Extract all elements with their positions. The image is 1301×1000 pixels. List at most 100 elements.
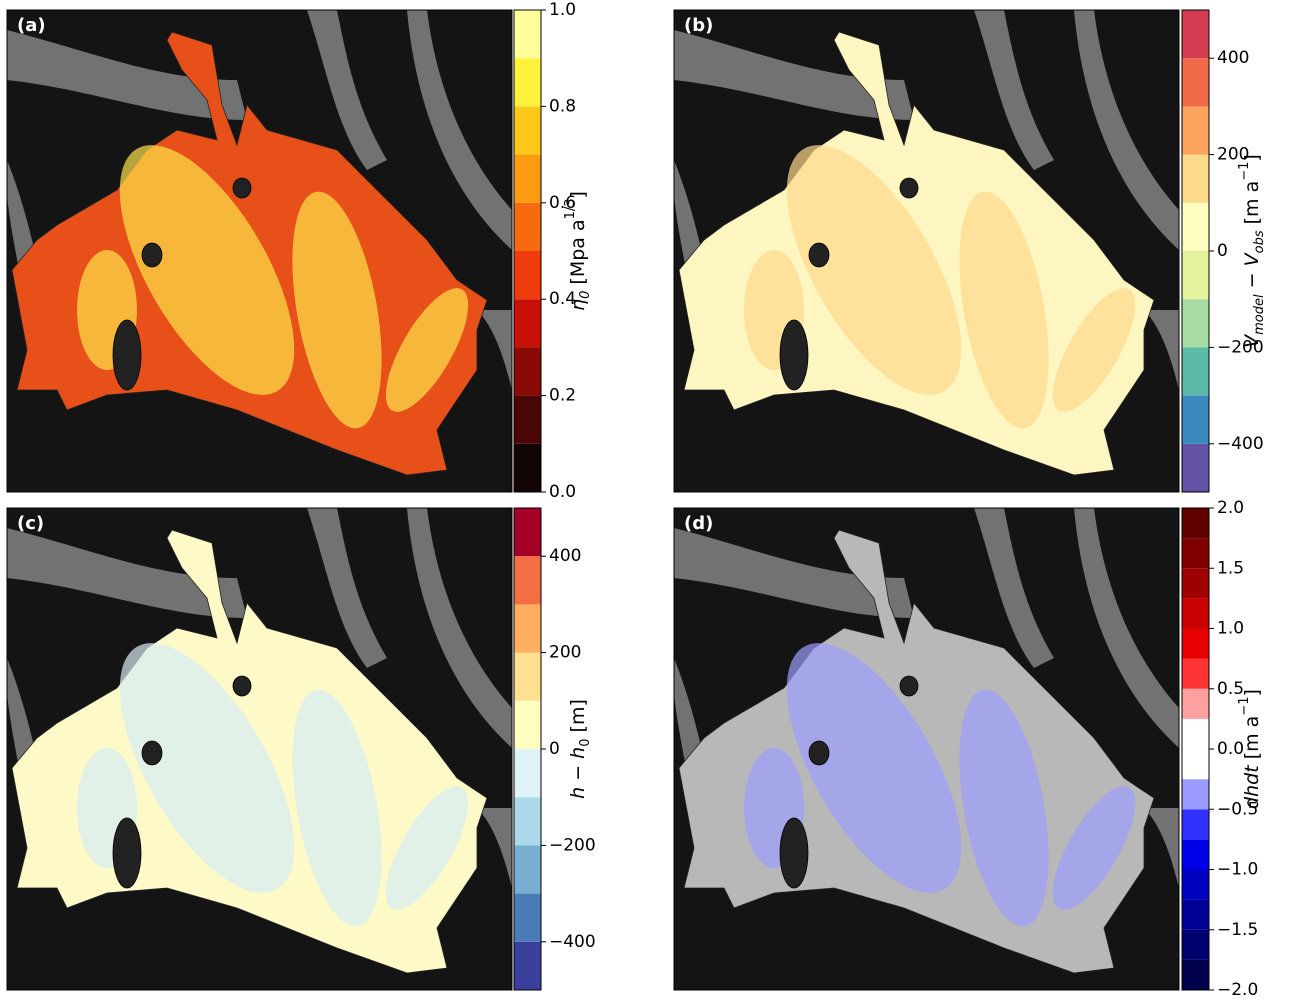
colorbar-band [514,749,541,797]
panel: (c) [7,508,512,990]
colorbar-band [1182,659,1209,689]
colorbar-band [514,797,541,845]
colorbar-band [514,604,541,652]
colorbar-band [514,396,541,444]
nunatak [809,741,829,765]
colorbar-band [1182,930,1209,960]
figure: (a)0.00.20.40.60.81.0η0 [Mpa a1/3](b)−40… [0,0,1301,1000]
colorbar-band [1182,299,1209,347]
nunatak [142,243,162,267]
panel-label: (b) [684,15,713,36]
nunatak [780,818,808,888]
colorbar-band [1182,779,1209,809]
colorbar-title-part: dhdt [1241,764,1263,809]
colorbar-band [514,444,541,492]
colorbar-title-part: −1 [1237,696,1252,715]
colorbar-title-part: h [567,747,589,759]
colorbar-band [514,106,541,154]
colorbar-band [514,556,541,604]
colorbar-tick-label: 0.0 [549,482,576,502]
colorbar-tick-label: −1.0 [1217,860,1258,880]
nunatak [233,676,251,696]
panel: (b) [674,10,1179,492]
colorbar-band [1182,106,1209,154]
colorbar-band [1182,538,1209,568]
colorbar-band [514,10,541,58]
panel-label: (c) [17,513,44,534]
colorbar-band [1182,960,1209,990]
colorbar-title: dhdt [m a−1] [1237,689,1263,809]
colorbar-title-part: obs [1252,230,1267,253]
colorbar-title-part: − [1241,266,1263,294]
colorbar-band [514,155,541,203]
colorbar-band [1182,155,1209,203]
colorbar-title: h − h0 [m] [567,699,594,799]
colorbar-tick-label: −2.0 [1217,980,1258,1000]
colorbar-band [1182,870,1209,900]
colorbar-band [1182,58,1209,106]
colorbar-title-part: ] [567,191,589,198]
colorbar-title-part: 1/3 [563,198,578,219]
colorbar-band [1182,689,1209,719]
colorbar-tick-label: 0.8 [549,96,576,116]
nunatak [780,320,808,390]
colorbar-title-part: h [567,787,589,799]
colorbar-band [1182,629,1209,659]
colorbar-band [514,653,541,701]
colorbar-tick-label: −1.5 [1217,920,1258,940]
panel-label: (a) [17,15,46,36]
colorbar-band [514,508,541,556]
colorbar-title-part: [m] [567,699,589,738]
colorbar-band [1182,347,1209,395]
colorbar-title-part: ] [1241,154,1263,161]
nunatak [142,741,162,765]
colorbar-band [514,894,541,942]
colorbar-tick-label: −400 [1217,434,1264,454]
panel: (d) [674,508,1179,990]
colorbar-band [1182,568,1209,598]
colorbar-tick-label: 1.0 [549,0,576,20]
colorbar-band [1182,10,1209,58]
colorbar-title: Vmodel − Vobs [m a−1] [1237,154,1267,348]
colorbar-tick-label: 200 [549,643,581,663]
nunatak [233,178,251,198]
colorbar-title-part: 0 [578,739,593,747]
panel-label: (d) [684,513,713,534]
colorbar-band [1182,839,1209,869]
colorbar-band [514,58,541,106]
colorbar-tick-label: 1.5 [1217,558,1244,578]
colorbar-band [1182,598,1209,628]
nunatak [900,178,918,198]
colorbar-band [1182,508,1209,538]
colorbar-tick-label: 0 [549,739,560,759]
colorbar-tick-label: 0.2 [549,386,576,406]
colorbar-band [1182,900,1209,930]
colorbar-title-part: − [567,759,589,787]
colorbar-band [514,203,541,251]
colorbar-band [514,347,541,395]
colorbar-tick-label: −200 [549,835,596,855]
nunatak [809,243,829,267]
colorbar-title-part: η [567,299,589,311]
colorbar-title-part: ] [1241,689,1263,696]
colorbar-tick-label: 1.0 [1217,619,1244,639]
colorbar-title-part: [m a [1241,181,1263,231]
colorbar-tick-label: 0 [1217,241,1228,261]
colorbar-band [514,845,541,893]
colorbar-band [514,942,541,990]
nunatak [900,676,918,696]
colorbar-title-part: model [1252,294,1267,335]
nunatak [113,320,141,390]
colorbar-title-part: [Mpa a [567,219,589,290]
colorbar-title-part: −1 [1237,162,1252,181]
colorbar-band [1182,719,1209,779]
colorbar-band [514,701,541,749]
colorbar-band [514,299,541,347]
colorbar-tick-label: 400 [1217,48,1249,68]
colorbar-band [1182,396,1209,444]
colorbar-tick-label: 2.0 [1217,498,1244,518]
colorbar-tick-label: −400 [549,932,596,952]
colorbar-band [1182,809,1209,839]
panel: (a) [7,10,512,492]
colorbar-band [514,251,541,299]
